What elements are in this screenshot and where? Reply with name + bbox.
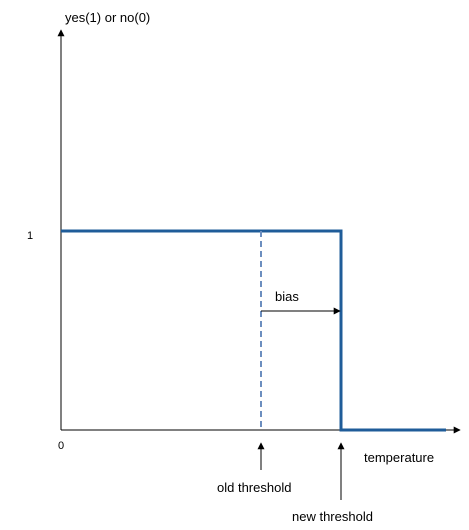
new-threshold-label: new threshold xyxy=(292,509,373,524)
y-axis-label: yes(1) or no(0) xyxy=(65,10,150,25)
origin-label: 0 xyxy=(58,440,64,452)
old-threshold-label: old threshold xyxy=(217,480,291,495)
x-axis-label: temperature xyxy=(364,450,434,465)
y-tick-one-label: 1 xyxy=(27,230,33,242)
step-function-line xyxy=(61,229,446,432)
bias-label: bias xyxy=(275,289,299,304)
